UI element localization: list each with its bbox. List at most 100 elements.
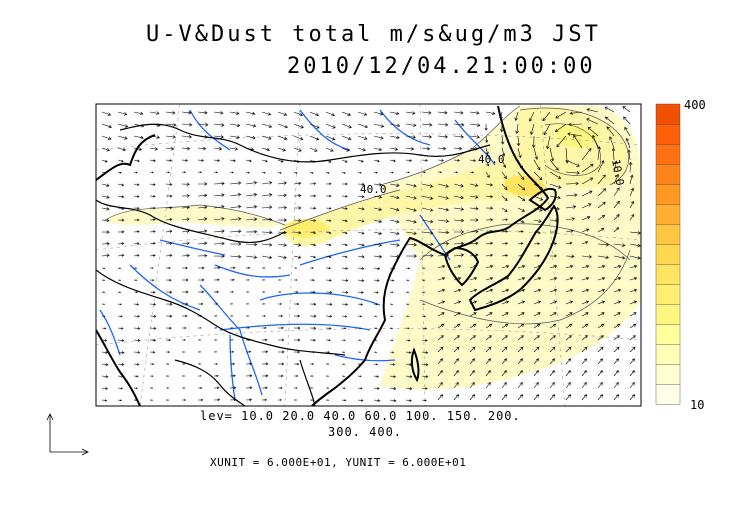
wind-vector — [357, 279, 365, 282]
wind-vector — [165, 278, 172, 282]
wind-vector — [421, 171, 426, 174]
wind-vector — [133, 206, 140, 210]
wind-vector — [533, 242, 540, 245]
wind-vector — [341, 387, 346, 390]
wind-vector — [437, 300, 446, 305]
wind-vector — [389, 195, 400, 200]
wind-vector — [613, 382, 619, 389]
wind-vector — [501, 242, 508, 245]
wind-vector — [197, 314, 203, 317]
wind-vector — [165, 314, 173, 318]
wind-vector — [117, 254, 125, 257]
wind-vector — [624, 126, 631, 137]
wind-vector — [373, 327, 378, 329]
wind-vector — [229, 181, 242, 185]
wind-vector — [373, 363, 378, 366]
contour-label: 40.0 — [360, 183, 387, 196]
wind-vector — [469, 264, 478, 269]
wind-vector — [613, 255, 626, 260]
wind-vector — [245, 398, 253, 402]
wind-vector — [581, 300, 590, 305]
wind-vector — [229, 193, 242, 197]
wind-vector — [421, 387, 428, 390]
wind-vector — [149, 111, 160, 115]
wind-vector — [421, 135, 432, 139]
wind-vector — [437, 382, 443, 389]
wind-vector — [133, 279, 138, 281]
wind-vector — [293, 243, 302, 247]
wind-vector — [373, 279, 380, 282]
wind-vector — [261, 362, 269, 366]
wind-vector — [469, 323, 477, 329]
wind-vector — [517, 264, 526, 269]
contour-levels-line2: 300. 400. — [328, 425, 403, 439]
wind-vector — [453, 123, 465, 127]
wind-vector — [133, 135, 144, 140]
wind-vector — [405, 399, 412, 402]
wind-vector — [165, 338, 171, 342]
wind-vector — [213, 278, 220, 282]
wind-vector — [421, 207, 434, 212]
wind-vector — [165, 351, 170, 354]
wind-vector — [213, 290, 219, 294]
wind-vector — [437, 110, 448, 115]
wind-vector — [613, 312, 621, 317]
wind-vector — [373, 303, 378, 306]
wind-vector — [294, 206, 302, 210]
wind-vector — [197, 266, 205, 270]
wind-vector — [501, 147, 506, 157]
wind-vector — [133, 183, 140, 186]
wind-vector — [309, 219, 317, 222]
wind-vector — [229, 229, 242, 234]
wind-vector — [293, 338, 301, 342]
wind-vector — [533, 382, 539, 389]
wind-vector — [357, 111, 368, 116]
wind-vector — [117, 363, 125, 366]
wind-vector — [373, 147, 383, 152]
wind-vector — [469, 183, 479, 187]
wind-vector — [309, 194, 317, 198]
wind-vector — [261, 193, 273, 197]
wind-vector — [421, 279, 426, 281]
wind-vector — [325, 339, 331, 342]
wind-vector — [611, 147, 616, 161]
wind-vector — [567, 132, 583, 137]
wind-vector — [565, 358, 571, 365]
wind-vector — [389, 303, 394, 306]
wind-vector — [533, 346, 540, 353]
wind-vector — [341, 290, 349, 294]
wind-vector — [373, 243, 383, 247]
wind-vector — [437, 370, 443, 377]
wind-vector — [389, 254, 400, 259]
wind-vector — [597, 264, 606, 269]
wind-vector — [453, 346, 460, 353]
wind-vector — [501, 218, 508, 222]
wind-vector — [229, 135, 240, 139]
wind-vector — [133, 267, 138, 269]
wind-vector — [325, 326, 332, 330]
wind-vector — [341, 266, 349, 270]
wind-vector — [629, 323, 637, 329]
wind-vector — [517, 254, 524, 257]
wind-vector — [117, 207, 125, 210]
wind-vector — [341, 123, 352, 129]
wind-vector — [165, 146, 175, 151]
wind-vector — [453, 300, 462, 305]
wind-vector — [293, 111, 303, 117]
wind-vector — [405, 339, 411, 342]
wind-vector — [197, 182, 208, 186]
wind-vector — [469, 312, 477, 317]
wind-vector — [294, 399, 298, 401]
wind-vector — [165, 399, 170, 401]
wind-vector — [277, 338, 285, 342]
wind-vector — [182, 363, 186, 365]
wind-vector — [485, 370, 491, 377]
wind-vector — [517, 370, 523, 377]
wind-vector — [357, 303, 363, 306]
wind-vector — [437, 158, 444, 162]
wind-vector — [245, 279, 250, 281]
wind-vector — [373, 195, 383, 199]
wind-vector — [181, 229, 190, 234]
wind-vector — [373, 315, 378, 317]
wind-vector — [533, 323, 541, 329]
